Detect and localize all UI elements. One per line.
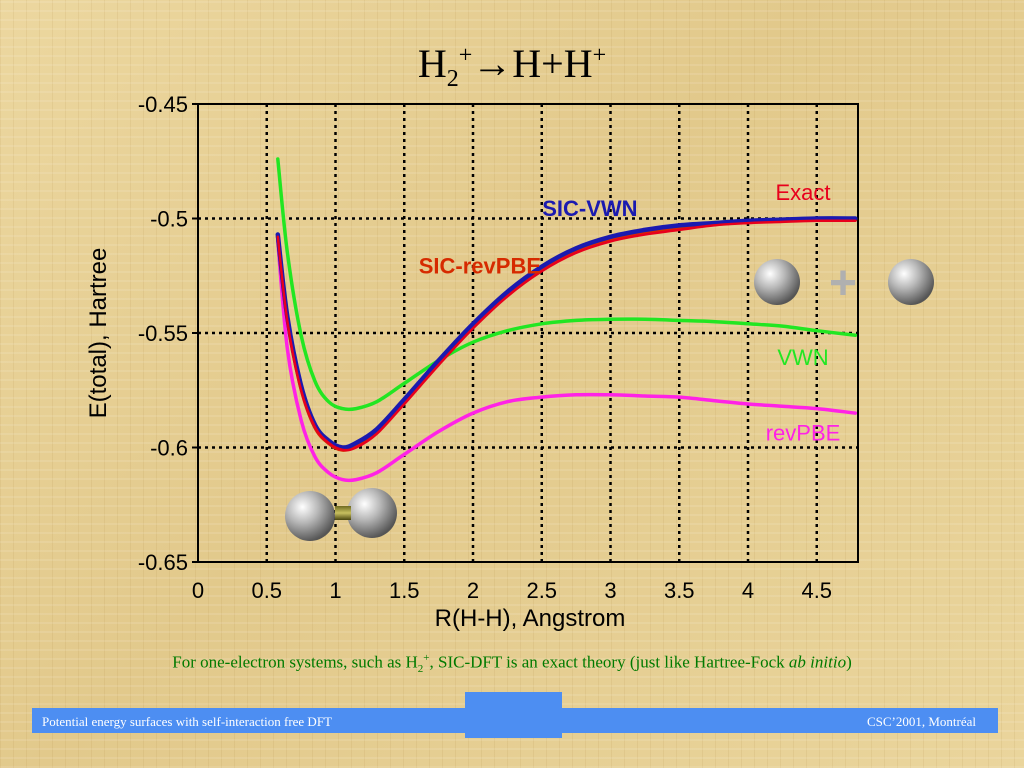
series-line-exact: [276, 219, 857, 452]
x-tick-label: 4: [742, 578, 754, 603]
footer-left-text: Potential energy surfaces with self-inte…: [42, 714, 332, 729]
y-tick-label: -0.65: [138, 550, 188, 575]
x-tick-label: 1: [329, 578, 341, 603]
series-label-vwn: VWN: [777, 345, 828, 370]
x-tick-label: 1.5: [389, 578, 420, 603]
slide-title: H2+→H+H+: [417, 41, 607, 92]
x-tick-label: 2: [467, 578, 479, 603]
series-line-sic-vwn: [275, 216, 858, 450]
y-tick-label: -0.55: [138, 321, 188, 346]
x-axis-label: R(H-H), Angstrom: [435, 605, 626, 632]
series-label-sic-revpbe: SIC-revPBE: [419, 253, 541, 278]
x-tick-label: 4.5: [801, 578, 832, 603]
x-tick-label: 0: [192, 578, 204, 603]
series-line-vwn: [276, 157, 858, 412]
hydrogen-atom-right: [888, 259, 934, 305]
series-label-revpbe: revPBE: [766, 421, 841, 446]
y-tick-label: -0.5: [150, 207, 188, 232]
bonded-molecule-illustration: [285, 488, 397, 541]
caption: For one-electron systems, such as H2+, S…: [172, 652, 852, 676]
y-axis-label: E(total), Hartree: [85, 248, 112, 419]
hydrogen-atom-left: [754, 259, 800, 305]
series-label-sic-vwn: SIC-VWN: [542, 196, 637, 221]
molecule-atom-left: [285, 491, 335, 541]
series-label-exact: Exact: [775, 180, 830, 205]
x-tick-label: 0.5: [251, 578, 282, 603]
series-line-revpbe: [276, 239, 858, 483]
molecule-bond: [335, 506, 351, 520]
footer-bar: [32, 708, 998, 733]
y-tick-label: -0.45: [138, 92, 188, 117]
x-tick-label: 3: [604, 578, 616, 603]
y-tick-label: -0.6: [150, 436, 188, 461]
molecule-atom-right: [347, 488, 397, 538]
footer-right-text: CSC’2001, Montréal: [866, 714, 976, 729]
plus-sign: +: [829, 257, 857, 310]
separated-atoms-illustration: +: [754, 257, 934, 310]
x-tick-label: 3.5: [664, 578, 695, 603]
x-tick-label: 2.5: [526, 578, 557, 603]
